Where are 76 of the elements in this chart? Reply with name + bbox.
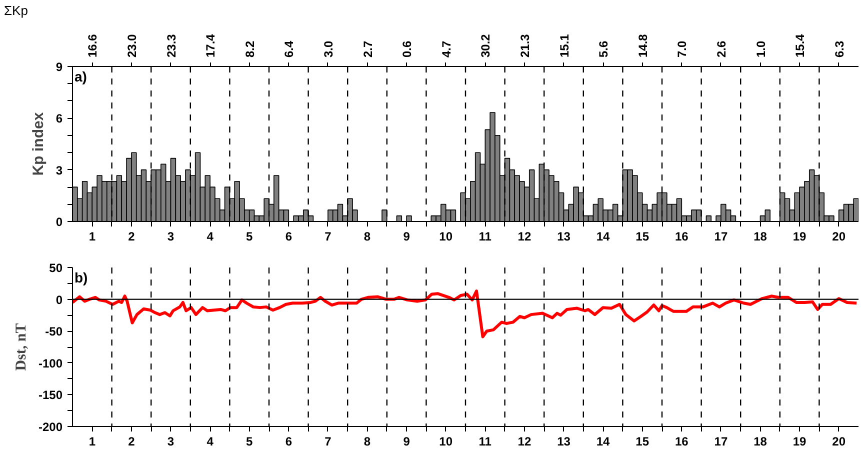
x-tick-label: 16 <box>674 434 689 448</box>
text: 23.3 <box>164 34 178 58</box>
x-tick-label: 20 <box>832 230 846 244</box>
x-tick-label: 17 <box>714 230 728 244</box>
x-tick-label: 13 <box>557 230 571 244</box>
x-tick-label: 18 <box>754 434 768 448</box>
y-tick-label: 3 <box>56 163 63 178</box>
x-tick-label: 8 <box>364 230 371 244</box>
text: 1.0 <box>754 40 768 58</box>
x-tick-label: 4 <box>206 230 214 244</box>
x-tick-label: 14 <box>596 230 610 244</box>
chart-title: ΣKp <box>4 2 28 20</box>
text: 30.2 <box>478 34 493 58</box>
x-tick-label: 10 <box>439 434 453 448</box>
text: 7.0 <box>675 40 690 58</box>
y-tick-label: 9 <box>56 60 63 74</box>
x-tick-label: 1 <box>88 434 96 448</box>
x-tick-label: 19 <box>792 230 807 244</box>
text: 3.0 <box>321 40 336 58</box>
x-tick-label: 7 <box>324 230 332 244</box>
text: 16.6 <box>86 34 100 58</box>
text: 15.1 <box>557 34 572 58</box>
y-tick-label: 0 <box>56 292 63 307</box>
y-tick-label: -100 <box>38 356 63 370</box>
x-tick-label: 3 <box>167 230 174 244</box>
text: 8.2 <box>242 40 257 58</box>
y-tick-label: 50 <box>49 261 63 275</box>
x-tick-label: 10 <box>439 230 453 244</box>
text: 17.4 <box>204 34 218 58</box>
x-tick-label: 2 <box>128 230 136 244</box>
x-tick-label: 19 <box>792 434 807 448</box>
x-tick-label: 11 <box>478 434 492 448</box>
text: 23.0 <box>124 34 139 58</box>
x-tick-label: 8 <box>364 434 371 448</box>
y-axis-title: Dst, nT <box>13 323 30 371</box>
x-tick-label: 7 <box>324 434 332 448</box>
x-tick-label: 13 <box>557 434 571 448</box>
annotation: b) <box>74 270 88 286</box>
y-axis-title: Kp index <box>30 112 47 176</box>
y-tick-label: 0 <box>56 215 63 229</box>
text: 2.7 <box>360 40 375 58</box>
x-tick-label: 1 <box>88 230 96 244</box>
text: 6.3 <box>832 40 846 58</box>
x-tick-label: 15 <box>636 434 650 448</box>
x-tick-label: 14 <box>596 434 610 448</box>
x-tick-label: 12 <box>518 230 532 244</box>
text: 6.4 <box>282 40 296 58</box>
text: 2.6 <box>714 40 728 58</box>
x-tick-label: 15 <box>636 230 650 244</box>
x-tick-label: 12 <box>518 434 532 448</box>
text: 15.4 <box>793 34 808 58</box>
text: 21.3 <box>518 34 532 58</box>
y-tick-label: -150 <box>38 388 63 402</box>
x-tick-label: 4 <box>206 434 214 448</box>
x-tick-label: 5 <box>246 230 254 244</box>
y-tick-label: -50 <box>45 324 63 339</box>
x-tick-label: 3 <box>167 434 174 448</box>
y-tick-label: 6 <box>56 112 63 126</box>
annotation: a) <box>74 68 87 84</box>
x-tick-label: 18 <box>754 230 768 244</box>
y-tick-label: -200 <box>38 420 63 434</box>
text: 14.8 <box>636 34 650 58</box>
text: 5.6 <box>596 40 611 58</box>
x-tick-label: 9 <box>403 434 410 448</box>
x-tick-label: 9 <box>403 230 410 244</box>
text: 4.7 <box>439 40 454 58</box>
x-tick-label: 20 <box>832 434 846 448</box>
text: 0.6 <box>400 40 414 58</box>
x-tick-label: 5 <box>246 434 254 448</box>
x-tick-label: 16 <box>674 230 689 244</box>
line-series <box>72 290 858 338</box>
x-tick-label: 6 <box>285 230 292 244</box>
x-tick-label: 17 <box>714 434 728 448</box>
x-tick-label: 6 <box>285 434 292 448</box>
x-tick-label: 11 <box>478 230 492 244</box>
x-tick-label: 2 <box>128 434 136 448</box>
